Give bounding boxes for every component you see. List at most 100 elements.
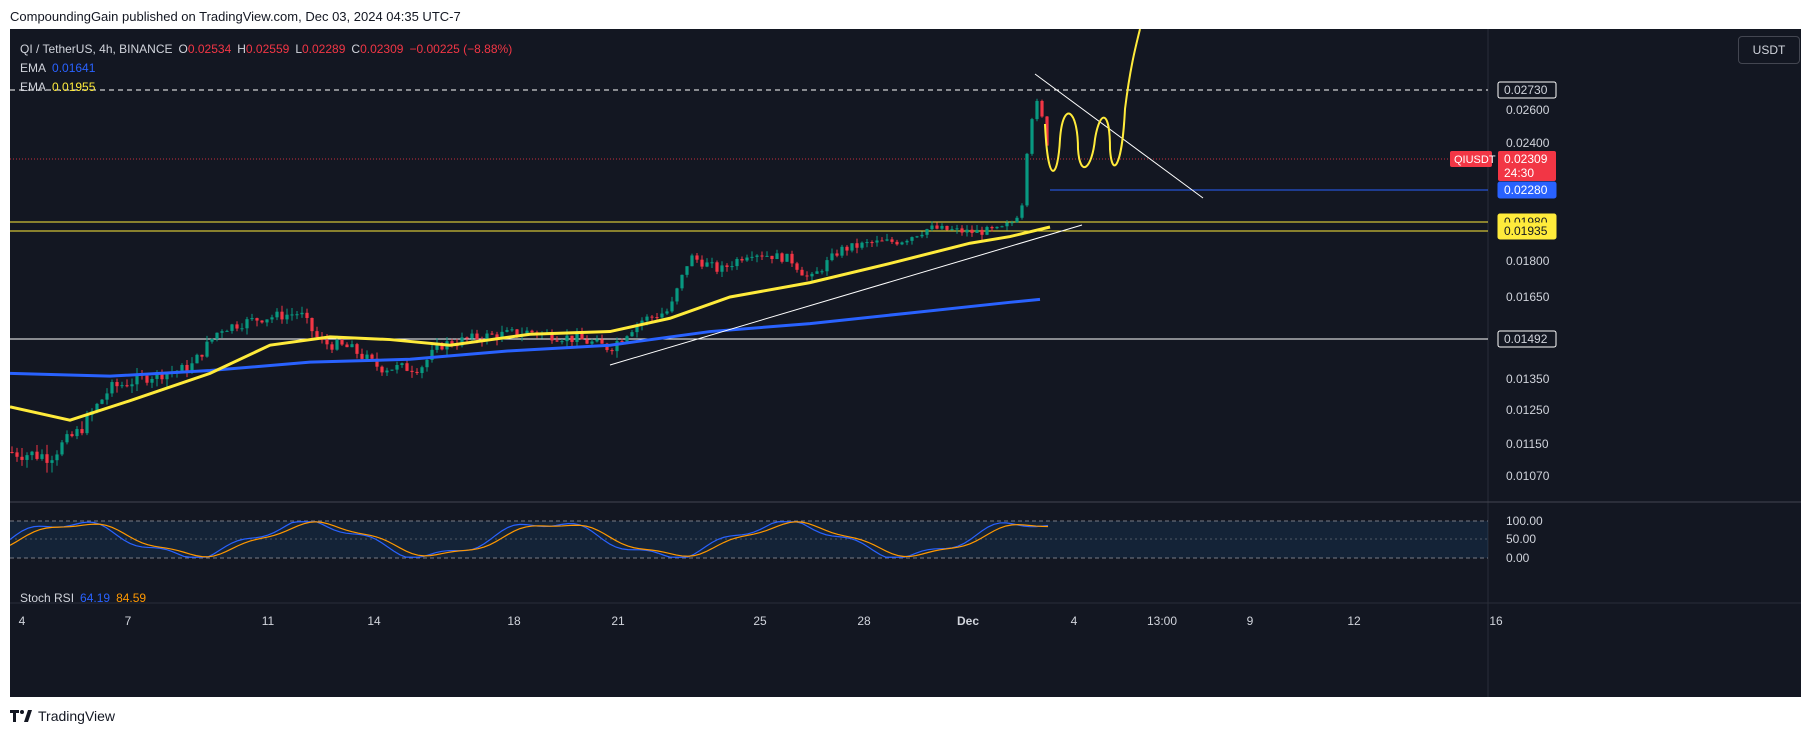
candle-body — [435, 343, 439, 350]
ema1-label[interactable]: EMA — [20, 61, 47, 75]
candle-body — [345, 344, 349, 348]
candle-body — [580, 333, 584, 340]
level-label: 0.02280 — [1504, 183, 1548, 197]
candle-body — [200, 354, 204, 357]
candle-body — [115, 382, 119, 387]
time-tick-label: 4 — [19, 614, 26, 628]
candle-body — [590, 341, 594, 344]
candle-body — [805, 275, 809, 277]
candle-body — [120, 385, 124, 387]
candle-body — [855, 243, 859, 248]
candle-body — [810, 273, 814, 277]
time-tick-label: 13:00 — [1147, 614, 1177, 628]
price-tick-label: 0.01250 — [1506, 403, 1550, 417]
candle-body — [830, 253, 834, 261]
candle-body — [670, 301, 674, 312]
candle-body — [515, 329, 519, 336]
rising-trendline — [609, 224, 1083, 366]
candle-body — [1005, 222, 1009, 227]
candle-body — [565, 335, 569, 342]
low-label: L — [295, 42, 302, 56]
candle-body — [730, 266, 734, 268]
time-tick-label: 11 — [262, 614, 275, 628]
candle-body — [355, 344, 359, 354]
candle-body — [1035, 100, 1039, 120]
candle-body — [15, 452, 19, 457]
candle-body — [845, 246, 849, 251]
candle-body — [715, 262, 719, 272]
candle-body — [315, 331, 319, 338]
candle-body — [475, 333, 479, 340]
candle-body — [85, 414, 89, 434]
candle-body — [965, 229, 969, 233]
candle-body — [1020, 205, 1024, 218]
candle-body — [675, 288, 679, 302]
publish-header: CompoundingGain published on TradingView… — [10, 9, 461, 24]
candle-body — [305, 312, 309, 318]
candle-body — [785, 253, 789, 262]
candle-body — [420, 367, 424, 374]
footer-brand-label: TradingView — [38, 708, 116, 724]
candle-body — [605, 343, 609, 351]
candle-body — [285, 314, 289, 320]
candle-body — [800, 269, 804, 276]
candle-body — [385, 370, 389, 373]
candle-body — [685, 266, 689, 275]
candle-body — [335, 340, 339, 350]
ema2-label[interactable]: EMA — [20, 80, 47, 94]
candle-body — [360, 353, 364, 359]
candle-body — [460, 337, 464, 346]
candle-body — [185, 364, 189, 373]
candle-body — [235, 324, 239, 329]
symbol-title[interactable]: QI / TetherUS, 4h, BINANCE — [20, 42, 173, 56]
countdown-label: 24:30 — [1504, 166, 1534, 180]
candle-body — [615, 341, 619, 352]
candle-body — [995, 226, 999, 229]
level-label: 0.02730 — [1504, 83, 1548, 97]
level-label-box — [1497, 181, 1557, 199]
candle-body — [95, 403, 99, 412]
candle-body — [395, 365, 399, 370]
footer-brand[interactable]: TradingView — [10, 708, 115, 724]
level-label-box — [1497, 330, 1557, 348]
price-tick-label: 0.01800 — [1506, 254, 1550, 268]
candle-body — [325, 339, 329, 345]
candle-body — [270, 317, 274, 320]
candle-body — [555, 340, 559, 342]
candle-body — [60, 442, 64, 455]
candle-body — [35, 451, 39, 459]
candle-body — [610, 350, 614, 352]
candle-body — [230, 324, 234, 331]
candle-body — [500, 331, 504, 339]
candle-body — [65, 434, 69, 443]
candle-body — [530, 330, 534, 333]
low-value: 0.02289 — [302, 42, 346, 56]
candle-body — [660, 313, 664, 318]
candle-body — [485, 333, 489, 341]
close-label: C — [351, 42, 361, 56]
candle-body — [425, 359, 429, 368]
candle-body — [50, 460, 54, 463]
candle-body — [20, 456, 24, 460]
candle-body — [890, 239, 894, 242]
time-tick-label: 14 — [367, 614, 381, 628]
time-tick-label: 12 — [1347, 614, 1361, 628]
open-value: 0.02534 — [187, 42, 232, 56]
currency-unit-button[interactable]: USDT — [1738, 36, 1800, 64]
candle-body — [125, 385, 129, 387]
time-tick-label: 7 — [125, 614, 132, 628]
chart-canvas[interactable]: 0.02600 0.02400 0.01800 0.01650 0.01350 0.012… — [9, 28, 1801, 697]
candle-body — [30, 451, 34, 456]
candle-body — [665, 311, 669, 314]
chart-area[interactable]: 0.02600 0.02400 0.01800 0.01650 0.01350 0.012… — [9, 28, 1801, 697]
candle-body — [155, 372, 159, 379]
time-tick-label: 28 — [857, 614, 871, 628]
candle-body — [180, 364, 184, 371]
candle-body — [290, 314, 294, 316]
candle-body — [80, 429, 84, 434]
candle-body — [985, 226, 989, 235]
candle-body — [525, 330, 529, 335]
stoch-label[interactable]: Stoch RSI — [20, 591, 75, 605]
candle-body — [390, 369, 394, 371]
stoch-d-line — [9, 521, 1049, 558]
